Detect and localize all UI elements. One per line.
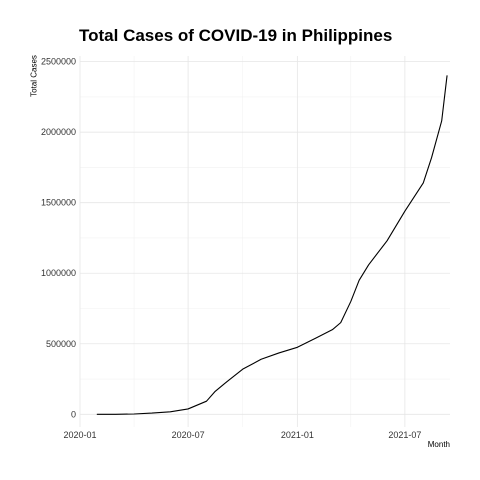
y-tick-label: 1500000 (41, 198, 76, 208)
y-tick-label: 1000000 (41, 268, 76, 278)
x-tick-label: 2021-01 (281, 430, 314, 440)
x-tick-label: 2020-01 (63, 430, 96, 440)
x-tick-label: 2021-07 (388, 430, 421, 440)
y-tick-label: 0 (71, 409, 76, 419)
y-tick-label: 2000000 (41, 127, 76, 137)
y-tick-label: 500000 (46, 339, 76, 349)
chart-title: Total Cases of COVID-19 in Philippines (79, 26, 393, 45)
series-line-0 (96, 75, 448, 415)
x-tick-label: 2020-07 (172, 430, 205, 440)
y-tick-label: 2500000 (41, 57, 76, 67)
x-axis-label: Month (427, 440, 450, 449)
